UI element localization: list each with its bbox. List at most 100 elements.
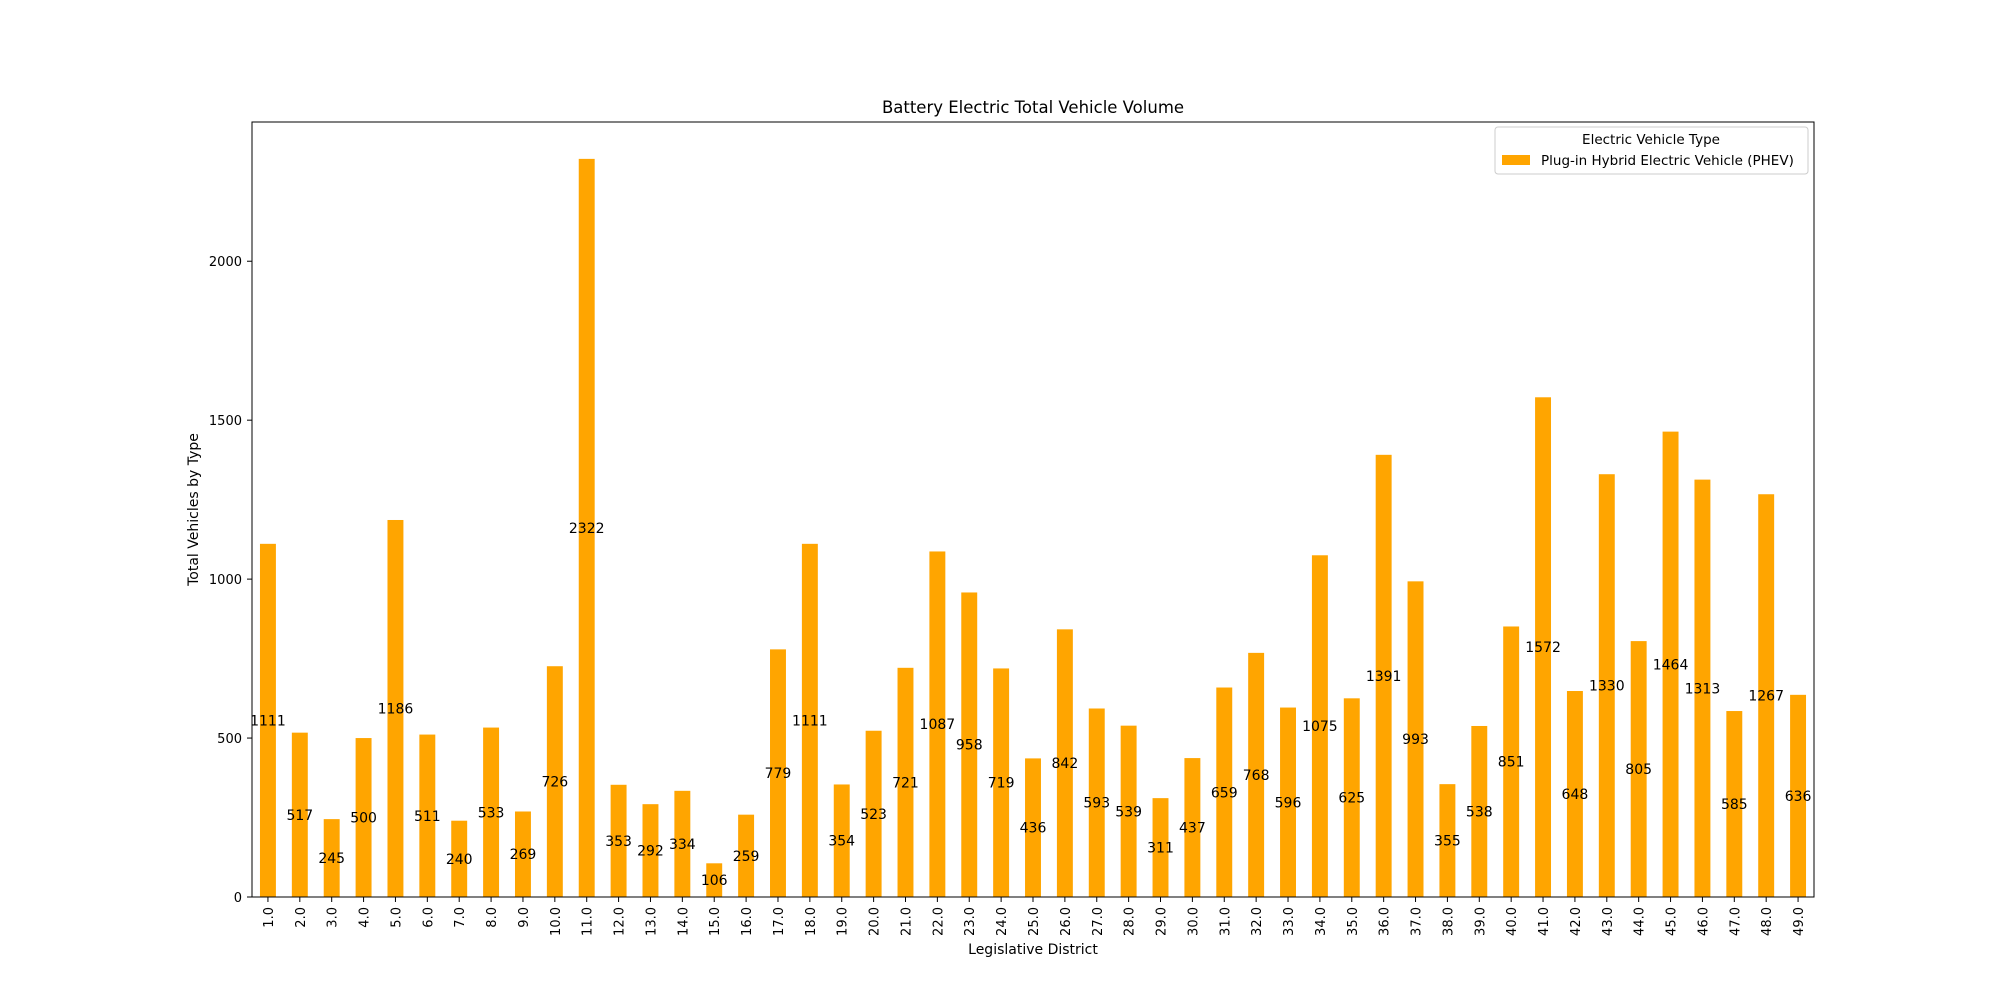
bar-district-32.0 [1248, 652, 1265, 897]
bar-district-12.0 [610, 784, 627, 897]
data-label-district-27.0: 593 [1083, 796, 1110, 812]
x-tick-label: 40.0 [1505, 907, 1520, 936]
bar-district-9.0 [514, 811, 531, 897]
bar-district-36.0 [1375, 454, 1392, 897]
bar-district-44.0 [1630, 641, 1647, 897]
data-label-district-9.0: 269 [510, 847, 537, 863]
x-tick-label: 8.0 [485, 907, 500, 928]
data-label-district-22.0: 1087 [920, 717, 956, 733]
data-label-district-43.0: 1330 [1589, 679, 1625, 695]
bar-district-26.0 [1056, 629, 1073, 897]
data-label-district-42.0: 648 [1562, 787, 1589, 803]
x-tick-label: 1.0 [262, 907, 277, 928]
y-tick-label: 0 [234, 891, 242, 906]
x-tick-label: 11.0 [581, 907, 596, 936]
bar-district-35.0 [1343, 698, 1360, 897]
bar-district-16.0 [738, 814, 755, 897]
data-label-district-30.0: 437 [1179, 821, 1206, 837]
x-tick-label: 31.0 [1218, 907, 1233, 936]
data-label-district-4.0: 500 [350, 811, 377, 827]
bar-district-23.0 [961, 592, 978, 897]
data-label-district-2.0: 517 [286, 808, 313, 824]
x-tick-label: 26.0 [1059, 907, 1074, 936]
x-tick-label: 41.0 [1537, 907, 1552, 936]
data-label-district-33.0: 596 [1275, 795, 1302, 811]
legend-entry-label: Plug-in Hybrid Electric Vehicle (PHEV) [1541, 153, 1794, 169]
x-tick-label: 19.0 [836, 907, 851, 936]
x-tick-label: 17.0 [772, 907, 787, 936]
x-tick-label: 29.0 [1155, 907, 1170, 936]
x-tick-label: 46.0 [1696, 907, 1711, 936]
bar-district-7.0 [451, 820, 468, 897]
bar-district-40.0 [1503, 626, 1520, 897]
data-label-district-12.0: 353 [605, 834, 632, 850]
bar-district-34.0 [1311, 555, 1328, 897]
data-label-district-44.0: 805 [1625, 762, 1652, 778]
x-axis-label: Legislative District [968, 942, 1098, 958]
x-axis-ticks: 1.0 2.0 3.0 4.0 5.0 6.0 7.0 8.0 9.0 10.0 11.0 12.0 1… [262, 897, 1807, 936]
data-labels-group: 1111 517 245 500 1186 511 240 533 269 726 2322 353 2… [250, 521, 1811, 889]
data-label-district-29.0: 311 [1147, 841, 1174, 857]
x-tick-label: 25.0 [1027, 907, 1042, 936]
bar-district-14.0 [674, 790, 691, 897]
x-tick-label: 37.0 [1410, 907, 1425, 936]
data-label-district-1.0: 1111 [250, 713, 286, 729]
x-tick-label: 2.0 [294, 907, 309, 928]
data-label-district-11.0: 2322 [569, 521, 605, 537]
x-tick-label: 38.0 [1441, 907, 1456, 936]
data-label-district-17.0: 779 [765, 766, 792, 782]
plot-frame [251, 121, 1815, 898]
bar-district-3.0 [323, 819, 340, 897]
bar-district-30.0 [1184, 758, 1201, 897]
x-tick-label: 18.0 [804, 907, 819, 936]
x-tick-label: 33.0 [1282, 907, 1297, 936]
x-tick-label: 7.0 [453, 907, 468, 928]
data-label-district-14.0: 334 [669, 837, 696, 853]
data-label-district-46.0: 1313 [1685, 681, 1721, 697]
data-label-district-25.0: 436 [1020, 821, 1047, 837]
y-tick-label: 2000 [209, 255, 242, 270]
bar-district-39.0 [1471, 725, 1488, 897]
data-label-district-47.0: 585 [1721, 797, 1748, 813]
data-label-district-36.0: 1391 [1366, 669, 1402, 685]
x-tick-label: 39.0 [1473, 907, 1488, 936]
bar-district-11.0 [578, 158, 595, 897]
data-label-district-45.0: 1464 [1653, 657, 1689, 673]
bar-district-38.0 [1439, 784, 1456, 897]
x-tick-label: 34.0 [1314, 907, 1329, 936]
x-tick-label: 21.0 [899, 907, 914, 936]
data-label-district-31.0: 659 [1211, 785, 1238, 801]
x-tick-label: 5.0 [389, 907, 404, 928]
bar-district-42.0 [1566, 691, 1583, 897]
data-label-district-21.0: 721 [892, 775, 919, 791]
bar-district-29.0 [1152, 798, 1169, 897]
x-tick-label: 9.0 [517, 907, 532, 928]
bar-district-8.0 [483, 727, 500, 897]
x-tick-label: 15.0 [708, 907, 723, 936]
y-axis-label: Total Vehicles by Type [186, 433, 202, 587]
data-label-district-13.0: 292 [637, 844, 664, 860]
data-label-district-10.0: 726 [541, 775, 568, 791]
x-tick-label: 28.0 [1123, 907, 1138, 936]
bar-district-28.0 [1120, 725, 1137, 897]
bar-district-21.0 [897, 667, 914, 897]
x-tick-label: 4.0 [358, 907, 373, 928]
bar-district-33.0 [1280, 707, 1296, 897]
bar-district-27.0 [1088, 708, 1105, 897]
chart-title: Battery Electric Total Vehicle Volume [882, 98, 1184, 117]
bar-district-5.0 [387, 519, 404, 897]
bar-district-45.0 [1662, 431, 1679, 897]
data-label-district-40.0: 851 [1498, 755, 1525, 771]
bar-district-4.0 [355, 738, 372, 897]
data-label-district-48.0: 1267 [1748, 689, 1784, 705]
bar-district-31.0 [1216, 687, 1233, 897]
bar-district-46.0 [1694, 479, 1711, 897]
bar-district-15.0 [706, 863, 723, 897]
x-tick-label: 44.0 [1633, 907, 1648, 936]
x-tick-label: 43.0 [1601, 907, 1616, 936]
bar-district-48.0 [1758, 494, 1775, 897]
x-tick-label: 30.0 [1186, 907, 1201, 936]
data-label-district-38.0: 355 [1434, 834, 1461, 850]
data-label-district-35.0: 625 [1338, 791, 1365, 807]
